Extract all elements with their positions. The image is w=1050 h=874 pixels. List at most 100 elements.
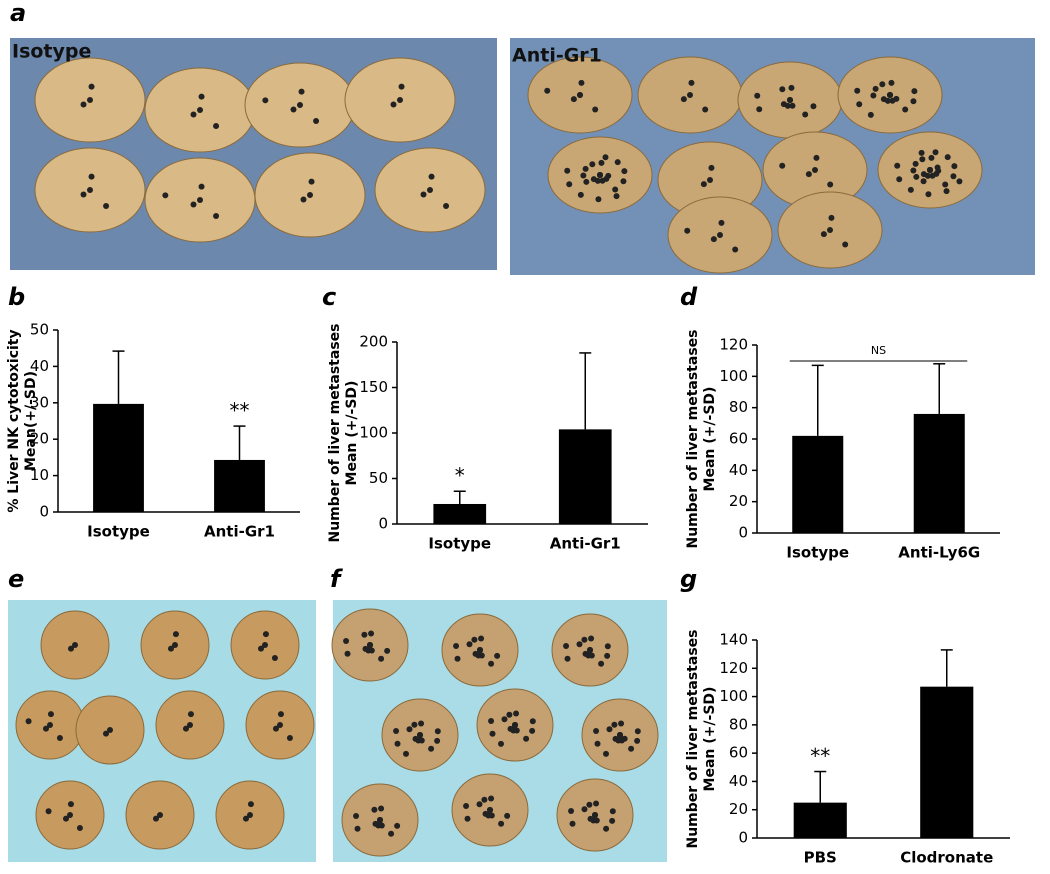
y-tick-label: 0 xyxy=(39,503,49,521)
nodule xyxy=(247,801,254,808)
nodule xyxy=(587,647,593,653)
nodule xyxy=(779,162,786,169)
nodule xyxy=(581,806,588,813)
nodule xyxy=(754,92,761,99)
nodule xyxy=(354,825,361,832)
y-tick-label: 0 xyxy=(738,829,748,847)
y-axis-label: Mean (+/-SD) xyxy=(702,387,718,492)
nodule xyxy=(700,181,707,188)
y-axis-label: Number of liver metastases xyxy=(327,323,343,542)
nodule xyxy=(563,642,570,649)
nodule xyxy=(257,645,264,652)
nodule xyxy=(613,193,620,200)
nodule xyxy=(827,227,833,233)
nodule xyxy=(384,647,391,654)
nodule xyxy=(680,96,687,103)
nodule xyxy=(506,711,513,718)
y-tick-label: 200 xyxy=(359,333,388,351)
photo-label: Isotype xyxy=(12,41,91,63)
panel-label: f xyxy=(330,565,343,593)
nodule xyxy=(25,718,32,725)
nodule xyxy=(951,163,958,170)
nodule xyxy=(313,118,320,125)
x-tick-label: Anti-Gr1 xyxy=(550,535,621,553)
nodule xyxy=(172,631,179,638)
x-tick-label: PBS xyxy=(804,849,837,867)
nodule xyxy=(612,186,619,193)
nodule xyxy=(902,106,909,113)
nodule xyxy=(621,735,628,742)
nodule xyxy=(394,740,401,747)
nodule xyxy=(247,812,253,818)
nodule xyxy=(593,727,600,734)
nodule xyxy=(213,213,220,220)
error-bar xyxy=(233,425,246,460)
nodule xyxy=(488,660,495,667)
bar xyxy=(558,429,612,524)
nodule xyxy=(614,159,621,166)
nodule xyxy=(367,642,373,648)
nodule xyxy=(604,643,611,650)
nodule xyxy=(688,79,695,86)
nodule xyxy=(494,652,501,659)
nodule xyxy=(592,106,599,113)
significance: ** xyxy=(230,399,250,423)
nodule xyxy=(618,720,625,727)
nodule xyxy=(371,806,378,813)
nodule xyxy=(428,745,435,752)
nodule xyxy=(710,236,717,243)
nodule xyxy=(190,201,197,208)
nodule xyxy=(867,111,874,118)
nodule xyxy=(884,97,891,104)
nodule xyxy=(464,815,471,822)
nodule xyxy=(813,154,820,161)
nodule xyxy=(812,167,818,173)
nodule xyxy=(262,642,268,648)
nodule xyxy=(368,647,375,654)
y-tick-label: 100 xyxy=(359,424,388,442)
y-axis-label: Mean (+/-SD) xyxy=(702,687,718,792)
nodule xyxy=(879,81,886,88)
nodule xyxy=(788,84,795,91)
nodule xyxy=(919,156,926,163)
y-tick-label: 100 xyxy=(719,367,748,385)
nodule xyxy=(943,188,950,195)
y-tick-label: 10 xyxy=(30,466,49,484)
nodule xyxy=(582,165,589,172)
nodule xyxy=(872,85,879,92)
nodule xyxy=(454,655,461,662)
nodule xyxy=(564,655,571,662)
nodule xyxy=(393,727,400,734)
nodule xyxy=(586,801,593,808)
nodule xyxy=(488,795,495,802)
y-tick-label: 40 xyxy=(729,461,748,479)
nodule xyxy=(262,97,269,104)
bar xyxy=(920,686,974,838)
nodule xyxy=(56,734,63,741)
nodule xyxy=(606,726,613,733)
nodule xyxy=(593,800,600,807)
y-tick-label: 80 xyxy=(729,715,748,733)
nodule xyxy=(420,191,427,198)
nodule xyxy=(718,219,725,226)
nodule xyxy=(198,183,205,190)
nodule xyxy=(598,159,605,166)
nodule xyxy=(62,815,69,822)
nodule xyxy=(910,167,917,174)
nodule xyxy=(805,171,812,178)
nodule xyxy=(888,79,895,86)
significance: NS xyxy=(871,344,886,357)
nodule xyxy=(187,711,194,718)
nodule xyxy=(842,241,849,248)
panel-label: c xyxy=(322,283,336,311)
nodule xyxy=(870,92,877,99)
nodule xyxy=(172,642,178,648)
nodule xyxy=(427,187,433,193)
nodule xyxy=(894,162,901,169)
nodule xyxy=(42,725,49,732)
y-tick-label: 80 xyxy=(729,398,748,416)
nodule xyxy=(478,652,485,659)
nodule xyxy=(272,725,279,732)
y-axis-label: % Liver NK cytotoxicity xyxy=(6,329,22,512)
